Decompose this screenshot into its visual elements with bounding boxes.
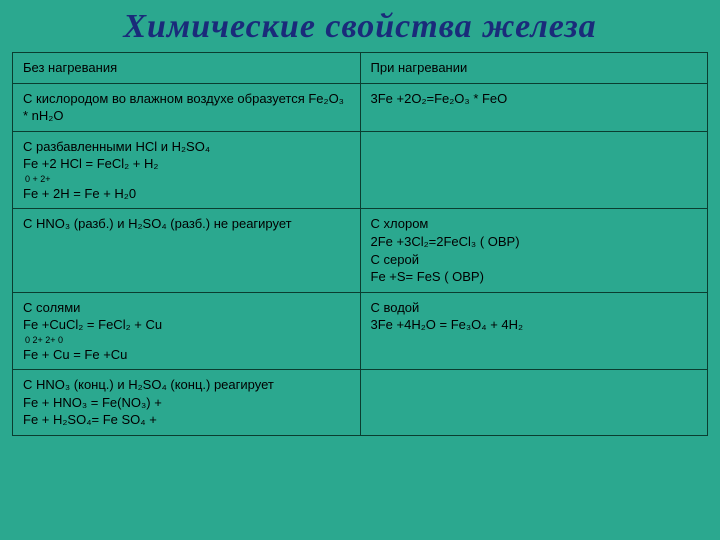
table-row: С HNO₃ (конц.) и H₂SO₄ (конц.) реагирует…: [13, 370, 708, 436]
conc-eq1: Fe + HNO₃ = Fe(NO₃) +: [23, 395, 162, 410]
cell-hno3-left: С HNO₃ (разб.) и H₂SO₄ (разб.) не реагир…: [13, 209, 361, 292]
acids-eq1: Fe +2 HCl = FeCl₂ + H₂: [23, 156, 158, 171]
cell-conc-left: С HNO₃ (конц.) и H₂SO₄ (конц.) реагирует…: [13, 370, 361, 436]
cell-chlorine-right: С хлором 2Fe +3Cl₂=2FeCl₃ ( ОВР) С серой…: [360, 209, 708, 292]
cell-oxygen-right: 3Fe +2O₂=Fe₂O₃ * FeO: [360, 83, 708, 131]
table-row: С кислородом во влажном воздухе образует…: [13, 83, 708, 131]
page-title: Химические свойства железа: [0, 0, 720, 52]
salts-title: С солями: [23, 300, 80, 315]
salts-eq2: Fe + Cu = Fe +Cu: [23, 347, 127, 362]
chlorine-eq1: 2Fe +3Cl₂=2FeCl₃ ( ОВР): [371, 234, 520, 249]
salts-eq1: Fe +CuCl₂ = FeCl₂ + Cu: [23, 317, 162, 332]
cell-acids-right: [360, 131, 708, 209]
sulfur-title: С серой: [371, 252, 419, 267]
conc-title: С HNO₃ (конц.) и H₂SO₄ (конц.) реагирует: [23, 377, 274, 392]
acids-charges: 0 + 2+: [23, 173, 350, 185]
conc-eq2: Fe + H₂SO₄= Fe SO₄ +: [23, 412, 157, 427]
cell-salts-left: С солями Fe +CuCl₂ = FeCl₂ + Cu 0 2+ 2+ …: [13, 292, 361, 370]
cell-conc-right: [360, 370, 708, 436]
header-left: Без нагревания: [13, 53, 361, 84]
acids-title: С разбавленными HCl и H₂SO₄: [23, 139, 210, 154]
table-row: С солями Fe +CuCl₂ = FeCl₂ + Cu 0 2+ 2+ …: [13, 292, 708, 370]
water-eq1: 3Fe +4H₂O = Fe₃O₄ + 4H₂: [371, 317, 524, 332]
acids-eq2: Fe + 2H = Fe + H₂0: [23, 186, 136, 201]
cell-oxygen-left: С кислородом во влажном воздухе образует…: [13, 83, 361, 131]
table-header-row: Без нагревания При нагревании: [13, 53, 708, 84]
table-row: С разбавленными HCl и H₂SO₄ Fe +2 HCl = …: [13, 131, 708, 209]
cell-water-right: С водой 3Fe +4H₂O = Fe₃O₄ + 4H₂: [360, 292, 708, 370]
salts-charges: 0 2+ 2+ 0: [23, 334, 350, 346]
chlorine-title: С хлором: [371, 216, 429, 231]
cell-acids-left: С разбавленными HCl и H₂SO₄ Fe +2 HCl = …: [13, 131, 361, 209]
header-right: При нагревании: [360, 53, 708, 84]
table-row: С HNO₃ (разб.) и H₂SO₄ (разб.) не реагир…: [13, 209, 708, 292]
water-title: С водой: [371, 300, 420, 315]
sulfur-eq1: Fe +S= FeS ( ОВР): [371, 269, 484, 284]
properties-table: Без нагревания При нагревании С кислород…: [12, 52, 708, 436]
